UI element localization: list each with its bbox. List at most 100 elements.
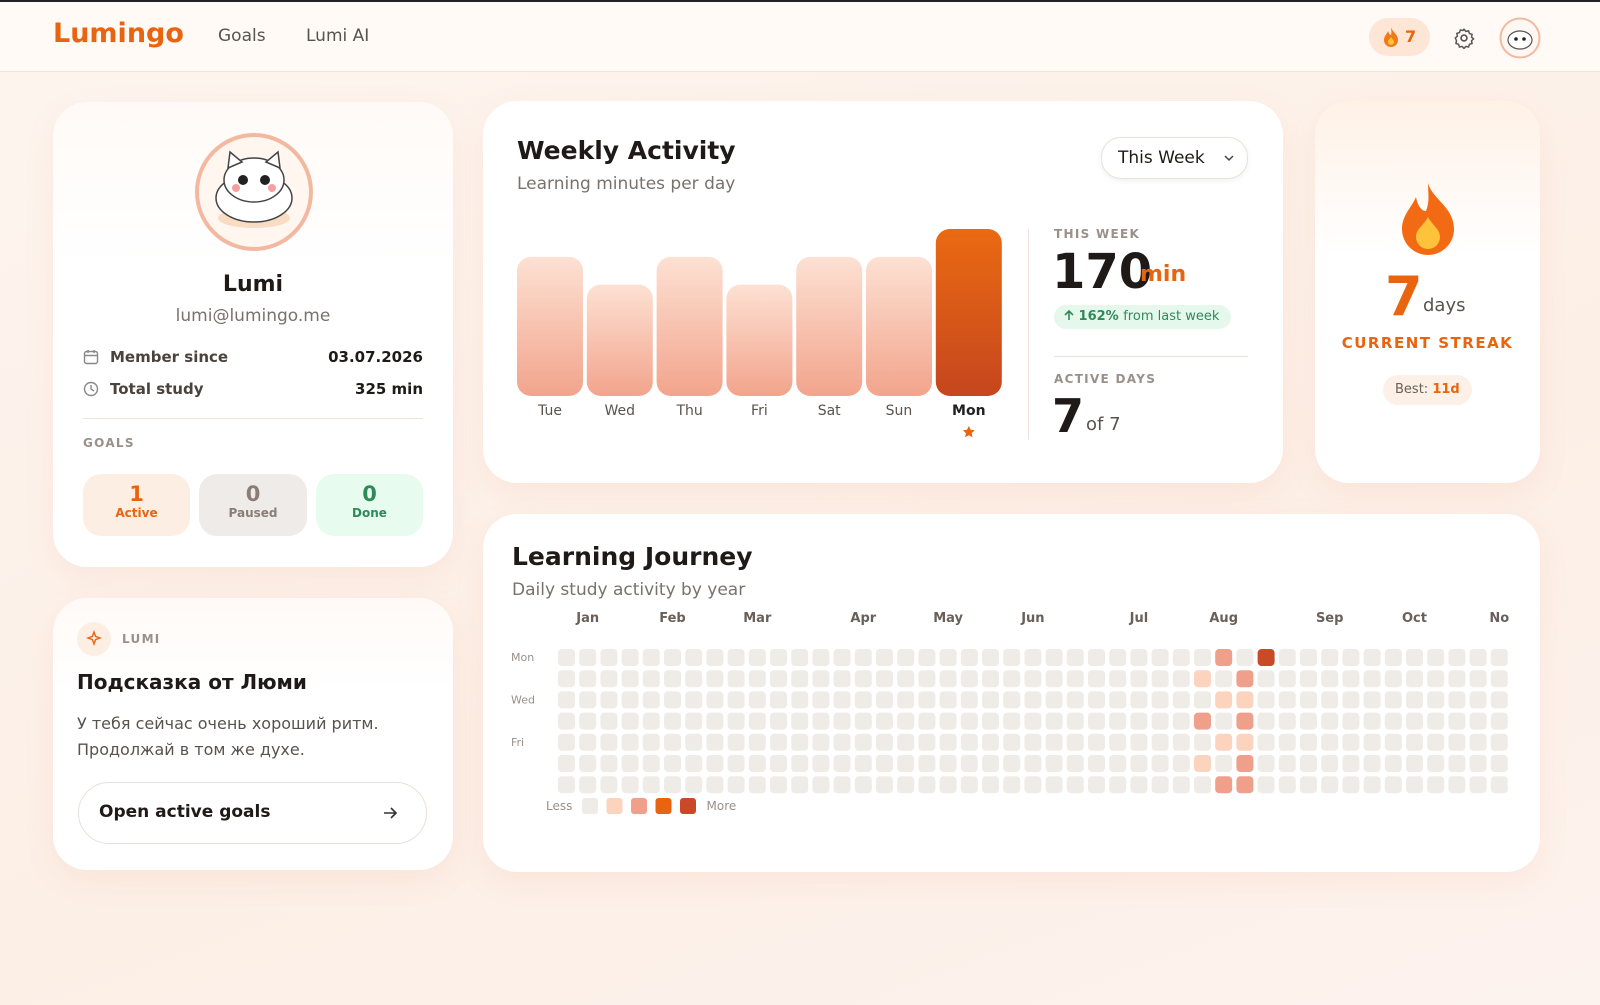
heat-cell: [876, 691, 893, 709]
heat-cell: [1215, 776, 1233, 794]
heat-cell: [1151, 670, 1169, 688]
heat-cell: [1024, 776, 1042, 794]
heat-cell: [642, 670, 660, 688]
heat-cell: [727, 776, 745, 794]
heat-cell: [558, 733, 575, 751]
heat-cell: [1384, 691, 1402, 709]
heat-cell: [854, 776, 872, 794]
heat-cell: [600, 776, 618, 794]
heat-cell: [1363, 670, 1381, 688]
heat-cell: [1342, 670, 1360, 688]
heat-cell: [1130, 755, 1148, 772]
heat-cell: [1469, 733, 1487, 751]
heat-cell: [1278, 776, 1296, 794]
day-label: Mon: [952, 403, 986, 419]
clock-icon: [83, 381, 99, 397]
heat-cell: [939, 691, 957, 709]
row-value: 03.07.2026: [328, 348, 423, 366]
heat-cell: [600, 670, 618, 688]
weekday-label: Mon: [511, 651, 534, 664]
nav-link[interactable]: Lumi AI: [306, 26, 370, 46]
heat-cell: [600, 755, 618, 772]
heat-cell: [1321, 712, 1339, 730]
weekly-subtitle: Learning minutes per day: [517, 174, 736, 194]
heat-cell: [1490, 755, 1508, 772]
heat-cell: [812, 712, 830, 730]
heat-cell: [1469, 670, 1487, 688]
heat-cell: [1194, 776, 1211, 794]
heat-cell: [918, 776, 936, 794]
open-goals-button[interactable]: Open active goals: [78, 782, 427, 844]
logo[interactable]: Lumingo: [53, 18, 184, 49]
heat-cell: [1172, 670, 1190, 688]
heat-cell: [1130, 691, 1148, 709]
legend-swatch: [631, 798, 647, 814]
heat-cell: [685, 776, 703, 794]
heat-cell: [748, 776, 766, 794]
heat-cell: [664, 670, 681, 688]
settings-icon[interactable]: [1453, 27, 1475, 49]
heat-cell: [960, 776, 978, 794]
nav-link[interactable]: Goals: [218, 26, 266, 46]
heat-cell: [1469, 712, 1487, 730]
heat-cell: [579, 776, 597, 794]
heat-cell: [1045, 776, 1063, 794]
heat-cell: [600, 733, 618, 751]
heat-cell: [770, 670, 787, 688]
heat-cell: [579, 649, 597, 666]
heat-cell: [770, 649, 787, 666]
row-value: 325 min: [355, 380, 423, 398]
heat-cell: [1130, 712, 1148, 730]
week-dropdown[interactable]: This Week: [1101, 137, 1248, 179]
heat-cell: [854, 712, 872, 730]
streak-badge[interactable]: 7: [1369, 18, 1430, 56]
user-avatar[interactable]: [1499, 17, 1541, 59]
heat-cell: [621, 670, 639, 688]
heat-cell: [876, 712, 893, 730]
heat-cell: [1066, 649, 1084, 666]
heat-cell: [1448, 670, 1466, 688]
heat-cell: [1469, 755, 1487, 772]
heat-cell: [982, 691, 999, 709]
heat-cell: [1406, 733, 1423, 751]
goal-box[interactable]: 0 Paused: [199, 474, 307, 536]
bar: [866, 256, 932, 396]
heat-cell: [833, 776, 851, 794]
heat-cell: [812, 649, 830, 666]
heat-cell: [897, 776, 915, 794]
heat-cell: [1194, 670, 1211, 688]
heat-cell: [1448, 691, 1466, 709]
heat-cell: [770, 776, 787, 794]
heat-cell: [1384, 776, 1402, 794]
heat-cell: [642, 649, 660, 666]
day-label: Wed: [605, 403, 636, 419]
heat-cell: [1278, 649, 1296, 666]
goal-box[interactable]: 1 Active: [83, 474, 190, 536]
heat-cell: [1194, 691, 1211, 709]
heat-cell: [1151, 712, 1169, 730]
profile-name: Lumi: [222, 272, 284, 297]
heat-cell: [558, 776, 575, 794]
heat-cell: [1490, 733, 1508, 751]
streak-card: 7 days CURRENT STREAK Best: 11d: [1315, 101, 1540, 483]
heat-cell: [1300, 776, 1317, 794]
tip-line: У тебя сейчас очень хороший ритм.: [77, 714, 379, 733]
change-pill: 162% from last week: [1054, 305, 1232, 329]
heat-cell: [1088, 712, 1105, 730]
heat-cell: [1151, 691, 1169, 709]
heat-cell: [791, 649, 809, 666]
heat-cell: [1003, 649, 1021, 666]
heat-cell: [812, 670, 830, 688]
header: Lumingo Goals Lumi AI 7: [0, 0, 1600, 72]
heat-cell: [727, 733, 745, 751]
heat-cell: [621, 712, 639, 730]
heat-cell: [1321, 755, 1339, 772]
heat-cell: [1321, 670, 1339, 688]
legend-swatch: [582, 798, 598, 814]
heat-cell: [621, 733, 639, 751]
heat-cell: [1024, 712, 1042, 730]
heat-cell: [1300, 712, 1317, 730]
journey-subtitle: Daily study activity by year: [512, 580, 746, 600]
goal-box[interactable]: 0 Done: [316, 474, 423, 536]
heat-cell: [770, 712, 787, 730]
